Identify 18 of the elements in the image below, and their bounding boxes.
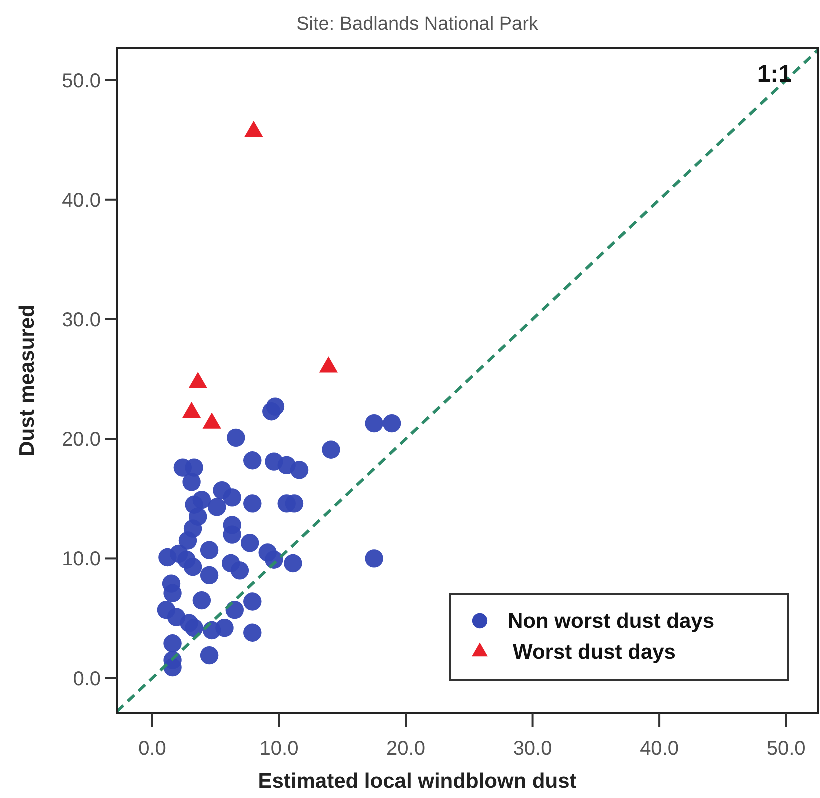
x-tick-label: 0.0 bbox=[138, 738, 166, 760]
x-tick-label: 50.0 bbox=[766, 738, 806, 760]
x-tick-label: 40.0 bbox=[640, 738, 680, 760]
y-tick-label: 10.0 bbox=[62, 548, 101, 571]
x-axis-title: Estimated local windblown dust bbox=[258, 770, 577, 793]
y-tick-label: 0.0 bbox=[73, 668, 101, 690]
chart-title: Site: Badlands National Park bbox=[296, 14, 539, 35]
y-tick-label: 50.0 bbox=[62, 70, 101, 92]
y-tick-label: 20.0 bbox=[62, 429, 101, 452]
x-tick-label: 30.0 bbox=[513, 738, 552, 760]
legend-label: Worst dust days bbox=[513, 641, 676, 664]
x-tick-label: 20.0 bbox=[386, 738, 426, 760]
y-tick-label: 30.0 bbox=[62, 310, 101, 332]
legend-label: Non worst dust days bbox=[508, 610, 715, 633]
annotation: 1:1 bbox=[757, 61, 792, 88]
x-tick-label: 10.0 bbox=[260, 738, 299, 760]
y-axis-title: Dust measured bbox=[16, 304, 39, 456]
y-tick-label: 40.0 bbox=[62, 190, 101, 212]
